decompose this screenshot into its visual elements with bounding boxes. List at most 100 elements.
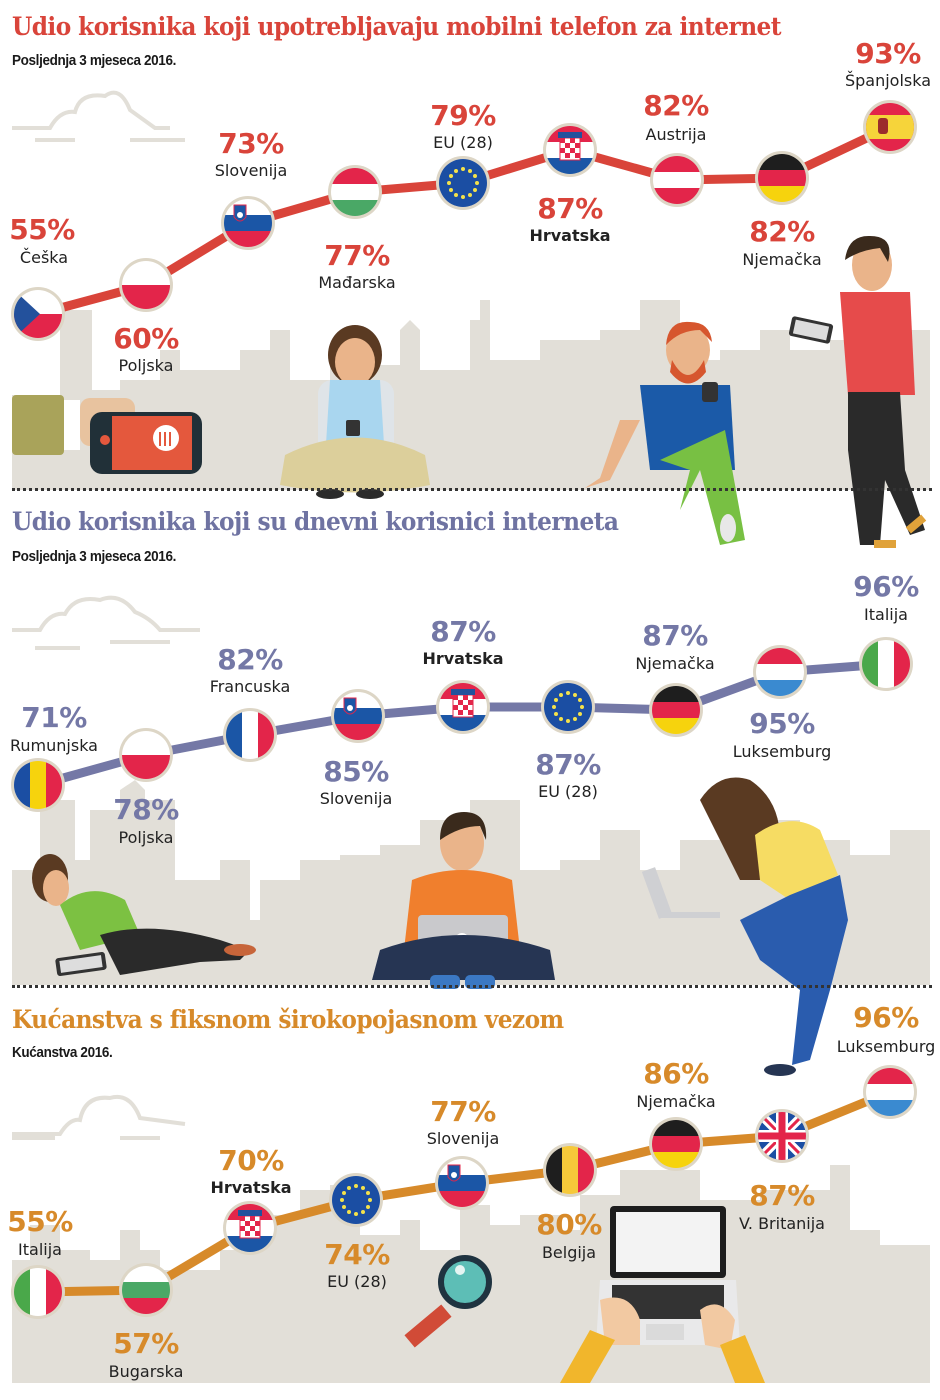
flag-croatia — [436, 680, 490, 734]
flag-eu — [436, 156, 490, 210]
country-label: V. Britanija — [739, 1214, 825, 1233]
value-label: 71% — [21, 701, 87, 734]
country-label: Francuska — [209, 677, 291, 696]
country-label: Austrija — [645, 125, 707, 144]
flag-romania — [11, 758, 65, 812]
magnifier-illustration — [404, 1255, 492, 1348]
flag-france — [223, 708, 277, 762]
value-label: 87% — [749, 1179, 815, 1212]
country-label: EU (28) — [327, 1272, 387, 1291]
value-label: 96% — [853, 1001, 919, 1034]
flag-germany — [755, 151, 809, 205]
woman-standing-laptop-illustration — [641, 777, 848, 1076]
man-sitting-laptop-illustration — [372, 812, 555, 989]
flag-poland — [119, 728, 173, 782]
flag-croatia — [543, 123, 597, 177]
flag-poland — [119, 258, 173, 312]
country-label: Slovenija — [214, 161, 288, 180]
man-standing-tablet-illustration — [788, 235, 927, 548]
country-label-highlight: Hrvatska — [210, 1178, 292, 1197]
flag-bulgaria — [119, 1263, 173, 1317]
laptop-hands-illustration — [560, 1206, 765, 1383]
flag-germany — [649, 1117, 703, 1171]
country-label: Mađarska — [318, 273, 396, 292]
value-label: 87% — [535, 748, 601, 781]
flag-slovenia — [331, 689, 385, 743]
country-label: Luksemburg — [732, 742, 832, 761]
flag-germany — [649, 683, 703, 737]
value-label: 86% — [643, 1057, 709, 1090]
country-label: Bugarska — [108, 1362, 184, 1381]
country-label: Italija — [18, 1240, 62, 1259]
country-label-highlight: Hrvatska — [529, 226, 611, 245]
cloud-icon — [12, 90, 200, 1140]
value-label: 95% — [749, 707, 815, 740]
value-label: 82% — [749, 215, 815, 248]
flag-luxembourg — [863, 1065, 917, 1119]
country-label: Slovenija — [319, 789, 393, 808]
value-label: 93% — [855, 37, 921, 70]
value-label: 74% — [324, 1238, 390, 1271]
section-divider — [12, 488, 932, 491]
country-label: Češka — [19, 248, 69, 267]
country-label: Španjolska — [844, 71, 932, 90]
flag-hungary — [328, 165, 382, 219]
flag-croatia — [223, 1201, 277, 1255]
flag-spain — [863, 100, 917, 154]
country-label: Njemačka — [742, 250, 822, 269]
flag-eu — [541, 680, 595, 734]
country-label: Poljska — [118, 828, 174, 847]
value-label: 80% — [536, 1208, 602, 1241]
flag-slovenia — [221, 196, 275, 250]
girl-lying-tablet-illustration — [32, 854, 256, 977]
value-label: 82% — [217, 643, 283, 676]
flag-eu — [329, 1173, 383, 1227]
value-label: 85% — [323, 755, 389, 788]
section-divider — [12, 985, 932, 988]
section2-title: Udio korisnika koji su dnevni korisnici … — [12, 507, 619, 536]
section3-title: Kućanstva s fiksnom širokopojasnom vezom — [12, 1005, 564, 1034]
country-label: EU (28) — [538, 782, 598, 801]
flag-uk — [755, 1109, 809, 1163]
value-label: 79% — [430, 99, 496, 132]
value-label: 96% — [853, 570, 919, 603]
flag-austria — [650, 153, 704, 207]
country-label: EU (28) — [433, 133, 493, 152]
value-label: 70% — [218, 1144, 284, 1177]
man-sitting-phone-illustration — [585, 321, 745, 545]
woman-sitting-phone-illustration — [280, 325, 430, 499]
country-label: Belgija — [541, 1243, 597, 1262]
section2-subtitle: Posljednja 3 mjeseca 2016. — [12, 548, 177, 565]
country-label: Poljska — [118, 356, 174, 375]
value-label: 77% — [430, 1095, 496, 1128]
country-label: Rumunjska — [10, 736, 98, 755]
value-label: 55% — [9, 213, 75, 246]
flag-czech — [11, 287, 65, 341]
hand-phone-illustration — [12, 395, 202, 474]
value-label: 55% — [7, 1205, 73, 1238]
flag-slovenia — [435, 1156, 489, 1210]
country-label: Njemačka — [635, 654, 715, 673]
value-label: 77% — [324, 239, 390, 272]
section1-subtitle: Posljednja 3 mjeseca 2016. — [12, 52, 177, 69]
value-label: 78% — [113, 793, 179, 826]
value-label: 82% — [643, 89, 709, 122]
section1-title: Udio korisnika koji upotrebljavaju mobil… — [12, 12, 782, 41]
country-label: Italija — [864, 605, 908, 624]
value-label: 87% — [642, 619, 708, 652]
country-label-highlight: Hrvatska — [422, 649, 504, 668]
section3-subtitle: Kućanstva 2016. — [12, 1044, 113, 1061]
value-label: 73% — [218, 127, 284, 160]
country-label: Slovenija — [426, 1129, 500, 1148]
flag-belgium — [543, 1143, 597, 1197]
flag-italy — [11, 1265, 65, 1319]
value-label: 87% — [537, 192, 603, 225]
value-label: 87% — [430, 615, 496, 648]
value-label: 60% — [113, 322, 179, 355]
country-label: Njemačka — [636, 1092, 716, 1111]
country-label: Luksemburg — [836, 1037, 936, 1056]
value-label: 57% — [113, 1327, 179, 1360]
flag-luxembourg — [753, 645, 807, 699]
